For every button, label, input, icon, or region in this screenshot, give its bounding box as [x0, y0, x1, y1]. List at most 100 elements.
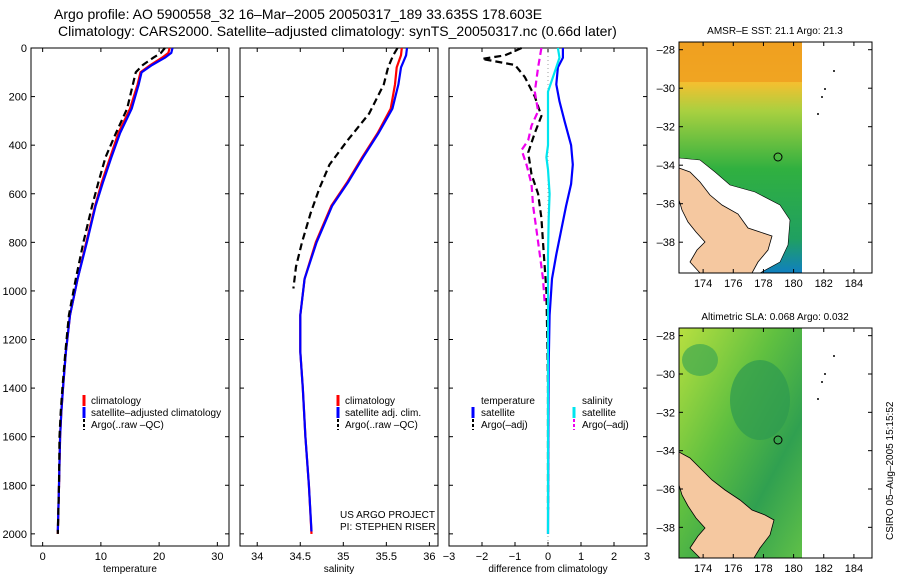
map-lat-label: –32 [657, 122, 675, 134]
x-tick-label: 34.5 [290, 551, 311, 563]
x-tick-label: 0 [40, 551, 46, 563]
x-tick-label: 36 [423, 551, 435, 563]
x-tick-label: 35.5 [376, 551, 397, 563]
map-lat-label: –34 [657, 446, 675, 458]
legend-label-argo: Argo(..raw –QC) [91, 420, 164, 431]
sst-map-frame [678, 41, 873, 274]
y-tick-label: 2000 [3, 529, 27, 541]
x-tick-label: 30 [211, 551, 223, 563]
legend-label-sal-satellite: satellite [582, 408, 616, 419]
y-tick-label: 1600 [3, 432, 27, 444]
x-tick-label: 1 [578, 551, 584, 563]
map-lon-label: 178 [754, 278, 772, 290]
x-tick-label: 3 [644, 551, 650, 563]
series-line-satellite-adjusted-climatology [56, 47, 174, 532]
salinity-xlabel: salinity [324, 564, 355, 575]
sla-map: Altimetric SLA: 0.068 Argo: 0.032 [678, 312, 873, 559]
legend-group-salinity: salinity [582, 396, 613, 407]
map-lat-label: –32 [657, 407, 675, 419]
y-tick-label: 600 [9, 189, 27, 201]
figure-title-line-1: Argo profile: AO 5900558_32 16–Mar–2005 … [54, 6, 543, 22]
legend-label-sal-argo: Argo(–adj) [582, 420, 629, 431]
sla-new-zealand-land [678, 451, 775, 559]
y-tick-label: 800 [9, 237, 27, 249]
map-lat-label: –38 [657, 237, 675, 249]
map-lon-label: 176 [724, 563, 742, 575]
project-annotation-line-1: US ARGO PROJECT [340, 510, 435, 521]
figure-title-line-2: Climatology: CARS2000. Satellite–adjuste… [58, 23, 617, 39]
x-tick-label: −3 [443, 551, 456, 563]
legend-label-satellite: satellite adj. clim. [345, 408, 421, 419]
legend-label-temp-satellite: satellite [481, 408, 515, 419]
map-lat-label: –34 [657, 160, 675, 172]
legend-label-argo: Argo(..raw –QC) [345, 420, 418, 431]
map-lat-label: –28 [657, 331, 675, 343]
sla-float-location-marker [773, 435, 783, 445]
map-lat-label: –28 [657, 45, 675, 57]
legend-label-temp-argo: Argo(–adj) [481, 420, 528, 431]
timestamp-stamp: CSIRO 05–Aug–2005 15:15:52 [885, 401, 896, 540]
map-lon-label: 176 [724, 278, 742, 290]
sst-new-zealand-land [678, 167, 773, 274]
sst-map-title: AMSR–E SST: 21.1 Argo: 21.3 [707, 26, 843, 37]
sla-kermadec-islands [817, 355, 835, 400]
map-lat-label: –36 [657, 199, 675, 211]
y-tick-label: 400 [9, 140, 27, 152]
map-lon-label: 184 [845, 278, 863, 290]
series-line-salinity-satellite [545, 47, 561, 534]
sst-kermadec-islands [817, 70, 835, 115]
sst-field-orange-patch [679, 42, 802, 82]
temperature-legend: climatology satellite–adjusted climatolo… [82, 395, 221, 431]
temperature-panel-frame [30, 47, 230, 547]
map-lat-label: –30 [657, 369, 675, 381]
map-lon-label: 174 [694, 563, 712, 575]
series-line-temperature-satellite [546, 48, 574, 534]
map-lon-label: 174 [694, 278, 712, 290]
legend-label-climatology: climatology [91, 396, 141, 407]
y-tick-label: 1400 [3, 383, 27, 395]
map-lon-label: 178 [754, 563, 772, 575]
sst-map: AMSR–E SST: 21.1 Argo: 21.3 [678, 26, 873, 274]
temperature-xlabel: temperature [103, 564, 157, 575]
sla-low-patch [730, 360, 790, 440]
map-lon-label: 182 [815, 278, 833, 290]
map-lon-label: 180 [784, 278, 802, 290]
x-tick-label: 2 [611, 551, 617, 563]
x-tick-label: 10 [95, 551, 107, 563]
map-lon-label: 182 [815, 563, 833, 575]
series-line-salinity-argo-adj [520, 47, 546, 304]
x-tick-label: −2 [476, 551, 489, 563]
salinity-legend: climatology satellite adj. clim. Argo(..… [336, 395, 436, 533]
series-line-satellite-adj-clim [299, 47, 409, 532]
difference-legend: temperature satellite Argo(–adj) salinit… [471, 396, 629, 431]
legend-label-climatology: climatology [345, 396, 395, 407]
legend-label-satellite: satellite–adjusted climatology [91, 408, 221, 419]
map-lon-label: 180 [784, 563, 802, 575]
x-tick-label: 0 [545, 551, 551, 563]
y-tick-label: 1000 [3, 286, 27, 298]
project-annotation-line-2: PI: STEPHEN RISER [340, 522, 436, 533]
x-tick-label: −1 [509, 551, 522, 563]
sla-map-frame [678, 327, 873, 559]
legend-group-temperature: temperature [481, 396, 535, 407]
difference-xlabel: difference from climatology [488, 564, 607, 575]
sla-map-title: Altimetric SLA: 0.068 Argo: 0.032 [701, 312, 849, 323]
y-tick-label: 0 [21, 43, 27, 55]
series-line-argo-raw-qc [292, 47, 399, 289]
sla-low-patch [682, 344, 718, 376]
y-tick-label: 1800 [3, 480, 27, 492]
series-line-temperature-argo-adj [480, 46, 550, 510]
series-line-argo-raw-qc [56, 47, 166, 534]
y-tick-label: 1200 [3, 335, 27, 347]
x-tick-label: 20 [153, 551, 165, 563]
x-tick-label: 34 [251, 551, 263, 563]
y-tick-label: 200 [9, 92, 27, 104]
map-lat-label: –36 [657, 484, 675, 496]
sst-float-location-marker [773, 152, 783, 162]
x-tick-label: 35 [337, 551, 349, 563]
map-lat-label: –30 [657, 83, 675, 95]
map-lon-label: 184 [845, 563, 863, 575]
map-lat-label: –38 [657, 522, 675, 534]
salinity-panel-frame [239, 47, 439, 547]
